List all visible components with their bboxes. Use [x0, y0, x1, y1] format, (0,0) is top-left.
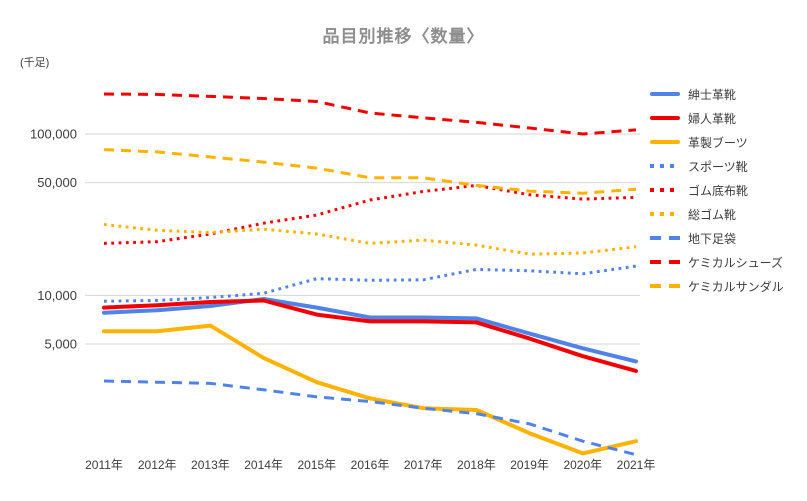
series-line-dashed: [103, 92, 637, 136]
legend-item: スポーツ靴: [650, 154, 805, 178]
legend-swatch-dotted: [650, 164, 680, 168]
legend-swatch-solid: [650, 116, 680, 120]
series-line-solid: [102, 323, 638, 456]
legend: 紳士革靴婦人革靴革製ブーツスポーツ靴ゴム底布靴総ゴム靴地下足袋ケミカルシューズケ…: [650, 82, 805, 298]
legend-label: 地下足袋: [688, 231, 737, 246]
legend-swatch-dotted: [650, 188, 680, 192]
legend-swatch-dashed: [650, 236, 680, 240]
x-axis-tick-label: 2011年: [85, 458, 123, 472]
x-axis-tick-label: 2018年: [457, 458, 496, 472]
x-axis-tick-label: 2013年: [191, 458, 230, 472]
legend-swatch-dashed: [650, 284, 680, 288]
y-axis-tick-label: 100,000: [30, 127, 77, 142]
legend-label: ケミカルシューズ: [688, 255, 784, 270]
series-line-dotted: [103, 183, 637, 245]
series-line-dotted: [103, 223, 637, 256]
x-axis-tick-label: 2015年: [297, 458, 336, 472]
y-axis-tick-label: 5,000: [44, 336, 77, 351]
legend-label: 紳士革靴: [688, 87, 737, 102]
legend-item: ケミカルシューズ: [650, 250, 805, 274]
x-axis-tick-label: 2016年: [351, 458, 390, 472]
legend-label: 総ゴム靴: [688, 207, 737, 222]
x-axis-tick-label: 2020年: [563, 458, 602, 472]
y-axis-unit-label: (千足): [20, 57, 50, 69]
x-axis-tick-label: 2021年: [617, 458, 656, 472]
series-line-dotted: [103, 264, 637, 303]
x-axis-tick-label: 2017年: [404, 458, 443, 472]
legend-item: 地下足袋: [650, 226, 805, 250]
legend-swatch-solid: [650, 140, 680, 144]
legend-label: ゴム底布靴: [688, 183, 749, 198]
series-line-solid: [102, 297, 638, 364]
series-line-dashed: [103, 148, 637, 195]
legend-swatch-dashed: [650, 260, 680, 264]
chart-title: 品目別推移〈数量〉: [322, 27, 485, 46]
legend-item: 総ゴム靴: [650, 202, 805, 226]
series-line-dashed: [103, 379, 637, 457]
legend-item: 革製ブーツ: [650, 130, 805, 154]
y-axis-tick-label: 50,000: [37, 175, 77, 190]
legend-item: ケミカルサンダル: [650, 274, 805, 298]
x-axis-tick-label: 2012年: [138, 458, 177, 472]
legend-swatch-solid: [650, 92, 680, 96]
legend-label: スポーツ靴: [688, 159, 748, 174]
legend-label: 婦人革靴: [688, 111, 737, 126]
legend-swatch-dotted: [650, 212, 680, 216]
series-line-solid: [102, 298, 638, 373]
x-axis-tick-label: 2019年: [510, 458, 549, 472]
legend-item: ゴム底布靴: [650, 178, 805, 202]
y-axis-tick-label: 10,000: [37, 288, 77, 303]
legend-item: 婦人革靴: [650, 106, 805, 130]
legend-item: 紳士革靴: [650, 82, 805, 106]
legend-label: 革製ブーツ: [688, 135, 748, 150]
x-axis-tick-label: 2014年: [244, 458, 283, 472]
legend-label: ケミカルサンダル: [688, 279, 784, 294]
